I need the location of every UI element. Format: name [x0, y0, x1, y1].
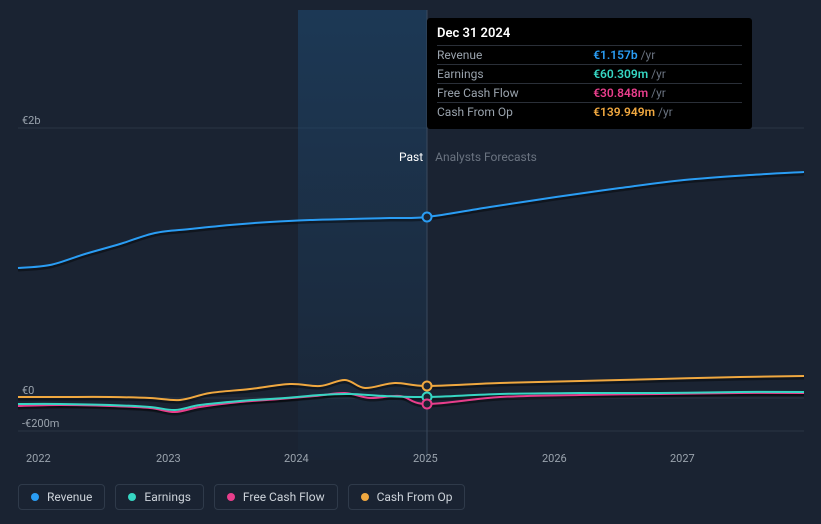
forecast-label: Analysts Forecasts	[435, 150, 537, 164]
tooltip-row-label: Earnings	[437, 65, 579, 84]
tooltip-row-label: Free Cash Flow	[437, 84, 579, 103]
legend-item-label: Revenue	[47, 490, 92, 504]
legend-item-revenue[interactable]: Revenue	[18, 484, 105, 510]
tooltip-row: Revenue€1.157b /yr	[437, 46, 742, 65]
legend-item-label: Cash From Op	[377, 490, 453, 504]
tooltip-row-value: €139.949m /yr	[579, 103, 742, 122]
past-label: Past	[399, 150, 423, 164]
past-future-divider-label: Past Analysts Forecasts	[399, 150, 537, 164]
series-marker-cash_from_op	[423, 382, 432, 391]
tooltip-date: Dec 31 2024	[437, 24, 742, 45]
legend-dot-icon	[128, 493, 136, 501]
x-axis-tick-label: 2023	[156, 452, 181, 465]
y-axis-tick-label: €0	[22, 384, 34, 397]
legend-item-free-cash-flow[interactable]: Free Cash Flow	[214, 484, 338, 510]
y-axis-tick-label: €2b	[22, 114, 41, 127]
x-axis-tick-label: 2022	[26, 452, 51, 465]
financial-chart: Past Analysts Forecasts Dec 31 2024 Reven…	[0, 0, 821, 524]
legend-item-label: Free Cash Flow	[243, 490, 325, 504]
tooltip-row: Cash From Op€139.949m /yr	[437, 103, 742, 122]
series-marker-free_cash_flow	[423, 400, 432, 409]
tooltip-row-label: Cash From Op	[437, 103, 579, 122]
x-axis-tick-label: 2027	[670, 452, 695, 465]
y-axis-tick-label: -€200m	[22, 417, 59, 430]
tooltip-row: Earnings€60.309m /yr	[437, 65, 742, 84]
tooltip-row: Free Cash Flow€30.848m /yr	[437, 84, 742, 103]
legend-dot-icon	[227, 493, 235, 501]
legend-item-cash-from-op[interactable]: Cash From Op	[348, 484, 466, 510]
legend-item-label: Earnings	[144, 490, 191, 504]
chart-legend: Revenue Earnings Free Cash Flow Cash From O…	[18, 484, 465, 510]
chart-tooltip: Dec 31 2024 Revenue€1.157b /yrEarnings€6…	[427, 18, 752, 129]
legend-dot-icon	[361, 493, 369, 501]
x-axis-tick-label: 2026	[542, 452, 567, 465]
series-marker-revenue	[423, 213, 432, 222]
legend-dot-icon	[31, 493, 39, 501]
tooltip-row-value: €30.848m /yr	[579, 84, 742, 103]
x-axis-tick-label: 2025	[413, 452, 438, 465]
legend-item-earnings[interactable]: Earnings	[115, 484, 204, 510]
tooltip-row-label: Revenue	[437, 46, 579, 65]
tooltip-row-value: €1.157b /yr	[579, 46, 742, 65]
x-axis-tick-label: 2024	[284, 452, 309, 465]
tooltip-row-value: €60.309m /yr	[579, 65, 742, 84]
